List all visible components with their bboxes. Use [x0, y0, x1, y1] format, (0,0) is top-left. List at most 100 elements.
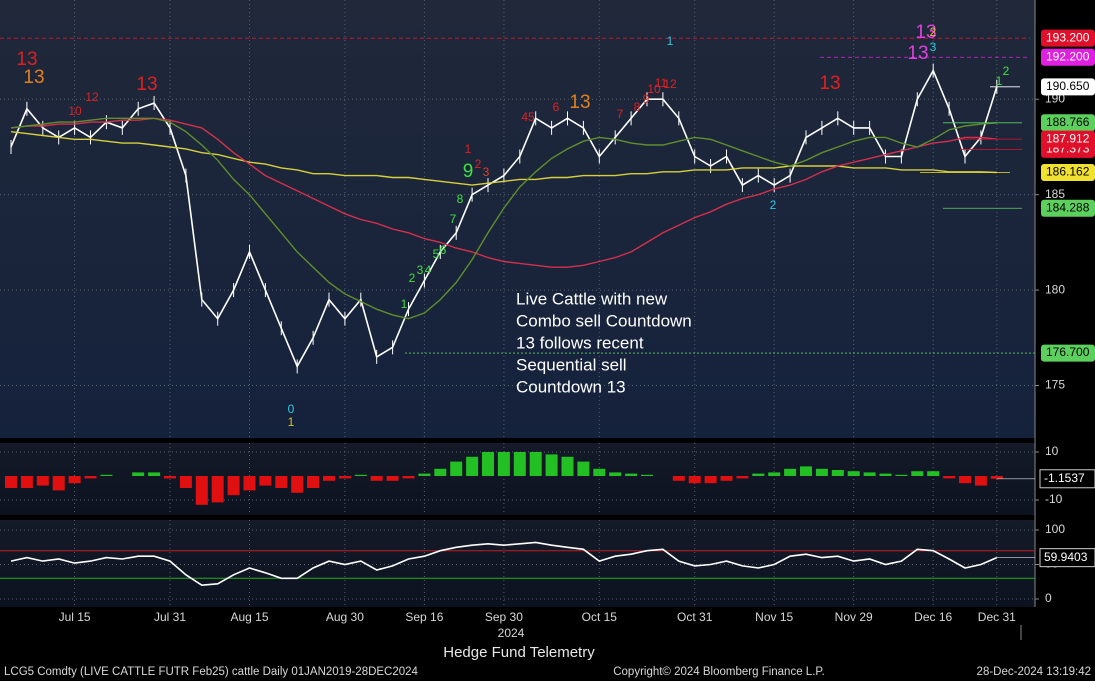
- bar: [195, 476, 208, 505]
- bar: [466, 456, 479, 476]
- security-info: LCG5 Comdty (LIVE CATTLE FUTR Feb25) cat…: [4, 666, 419, 678]
- price-label: 184.288: [1046, 200, 1090, 214]
- bar: [5, 476, 17, 488]
- x-tick-label: Dec 31: [978, 610, 1016, 624]
- price-label: 186.162: [1046, 165, 1090, 179]
- price-panel: [0, 0, 1035, 438]
- price-label-box: [1041, 344, 1095, 362]
- price-label-box: [1041, 130, 1095, 148]
- bar: [418, 473, 431, 476]
- x-tick-label: Sep 16: [405, 610, 443, 624]
- bar: [36, 476, 49, 486]
- bar: [879, 473, 892, 476]
- x-tick-label: Nov 29: [835, 610, 873, 624]
- bar: [100, 474, 113, 476]
- bar: [736, 476, 749, 479]
- last-value-label: -1.1537: [1044, 471, 1085, 485]
- bar: [529, 452, 542, 476]
- copyright: Copyright© 2024 Bloomberg Finance L.P.: [613, 666, 825, 678]
- bar: [259, 476, 272, 486]
- price-label: 193.200: [1046, 30, 1090, 44]
- price-label-box: [1041, 163, 1095, 181]
- count-label: 5: [433, 247, 440, 261]
- bar: [943, 476, 956, 479]
- note-line: Countdown 13: [516, 377, 626, 396]
- bar: [370, 476, 383, 481]
- note-line: 13 follows recent: [516, 333, 644, 352]
- count-label: 3: [483, 165, 490, 179]
- bar: [593, 468, 606, 476]
- y-tick-label: 10: [1045, 444, 1059, 458]
- timestamp: 28-Dec-2024 13:19:42: [977, 666, 1091, 678]
- bar: [831, 470, 844, 476]
- price-label: 176.700: [1046, 345, 1090, 359]
- last-value-label: 59.9403: [1044, 550, 1088, 564]
- oscillator-panel: [0, 520, 1035, 607]
- bar: [323, 476, 335, 481]
- bar: [68, 476, 81, 484]
- count-label: 45: [521, 110, 535, 124]
- count-label: 12: [85, 90, 99, 104]
- count-label: 2: [475, 157, 482, 171]
- series-line: [10, 541, 998, 587]
- y-tick-label: 185: [1045, 187, 1065, 201]
- count-label: 1: [401, 297, 408, 311]
- bar: [625, 473, 638, 476]
- y-tick-label: 180: [1045, 282, 1065, 296]
- bar: [800, 466, 812, 476]
- x-tick-label: Jul 15: [59, 610, 91, 624]
- bar: [211, 476, 224, 503]
- bar: [179, 476, 192, 488]
- bar: [497, 452, 510, 476]
- price-label-box: [1041, 78, 1095, 96]
- count-label: 13: [569, 92, 590, 113]
- bar: [609, 472, 622, 476]
- count-label: 13: [915, 22, 936, 43]
- count-label: 1: [667, 34, 674, 48]
- bar: [704, 476, 717, 484]
- count-label: 3: [930, 40, 937, 54]
- price-label: 192.200: [1046, 49, 1090, 63]
- series-line: [10, 117, 997, 320]
- brand: Hedge Fund Telemetry: [443, 644, 595, 661]
- note-line: Combo sell Countdown: [516, 311, 692, 330]
- y-tick-label: 100: [1045, 522, 1065, 536]
- bar: [752, 473, 765, 476]
- bar: [545, 454, 558, 476]
- count-label: 8: [457, 192, 464, 206]
- count-label: 1: [996, 74, 1003, 88]
- count-label: 13: [23, 67, 44, 88]
- bar: [275, 476, 288, 488]
- count-label: 13: [907, 43, 928, 64]
- bar: [577, 461, 590, 476]
- count-label: 10: [647, 82, 661, 96]
- count-label: 7: [617, 107, 624, 121]
- bar: [959, 476, 971, 484]
- price-label-box: [1041, 48, 1095, 66]
- price-label-box: [1041, 199, 1095, 217]
- bar: [450, 461, 463, 476]
- bar: [815, 468, 828, 476]
- count-label: 1: [288, 415, 295, 429]
- bar: [307, 476, 320, 488]
- count-label: 1: [465, 142, 472, 156]
- bar: [164, 476, 176, 479]
- bar: [227, 476, 240, 496]
- count-label: 2: [930, 25, 937, 39]
- bar: [847, 471, 860, 476]
- count-label: 9: [643, 92, 650, 106]
- bar: [513, 452, 526, 476]
- count-label: 13: [819, 73, 840, 94]
- y-tick-label: -10: [1045, 492, 1063, 506]
- bar: [402, 476, 415, 479]
- price-label: 187.912: [1046, 131, 1090, 145]
- count-label: 8: [634, 100, 641, 114]
- count-label: 6: [553, 100, 560, 114]
- y-tick-label: 0: [1045, 591, 1052, 605]
- price-label: 190.650: [1046, 79, 1090, 93]
- count-label: 3: [417, 263, 424, 277]
- bar: [895, 474, 908, 476]
- bar: [354, 474, 367, 476]
